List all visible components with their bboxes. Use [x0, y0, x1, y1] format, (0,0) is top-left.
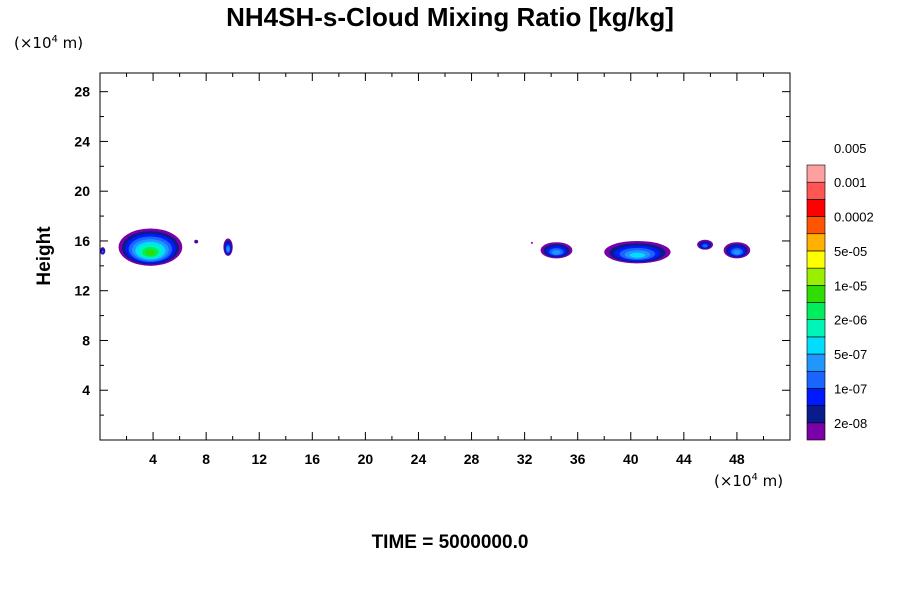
colorbar: 2e-08 1e-07 5e-07 2e-06 1e-05 5e-05 0.0002 0.00…: [806, 141, 874, 441]
colorbar-swatch: [806, 405, 826, 424]
contour-level: [101, 250, 104, 254]
colorbar-label: 1e-07: [834, 381, 867, 396]
y-tick-label: 16: [74, 233, 90, 249]
x-tick-label: 24: [411, 451, 427, 467]
contour-level: [702, 244, 708, 248]
colorbar-swatch: [806, 285, 826, 303]
colorbar-swatch: [806, 199, 826, 217]
x-tick-label: 40: [623, 451, 639, 467]
chart-title: NH4SH-s-Cloud Mixing Ratio [kg/kg]: [226, 2, 674, 32]
colorbar-swatch: [806, 319, 826, 338]
y-tick-label: 28: [74, 84, 90, 100]
colorbar-swatch: [806, 233, 826, 252]
x-tick-label: 48: [729, 451, 745, 467]
contour-level: [733, 250, 741, 255]
y-tick-label: 8: [82, 332, 90, 348]
cloud-region: [723, 242, 751, 259]
colorbar-swatch: [806, 336, 826, 355]
contour-level: [145, 249, 156, 256]
colorbar-swatch: [806, 216, 826, 235]
x-tick-label: 8: [202, 451, 210, 467]
y-tick-label: 12: [74, 283, 90, 299]
colorbar-swatch: [806, 181, 826, 200]
cloud-region: [118, 228, 183, 266]
plot-frame: [99, 72, 791, 441]
colorbar-label: 0.005: [834, 141, 867, 156]
time-label: TIME = 5000000.0: [371, 532, 529, 553]
colorbar-label: 1e-05: [834, 278, 867, 293]
x-tick-label: 44: [676, 451, 692, 467]
colorbar-swatch: [806, 422, 826, 441]
x-tick-label: 12: [251, 451, 267, 467]
x-axis: 4 8 12 16 20 24 28 32 36 40 44 48: [126, 73, 764, 467]
y-axis-unit: (×104 m): [14, 34, 84, 52]
x-tick-label: 36: [570, 451, 586, 467]
colorbar-swatch: [806, 353, 826, 372]
y-tick-label: 20: [74, 183, 90, 199]
y-tick-label: 4: [82, 382, 90, 398]
x-axis-unit: (×104 m): [714, 472, 784, 490]
x-tick-label: 20: [358, 451, 374, 467]
cloud-region: [223, 238, 233, 256]
contour-level: [552, 250, 561, 255]
x-tick-label: 16: [305, 451, 321, 467]
cloud-region: [530, 241, 533, 244]
cloud-region: [697, 239, 714, 250]
x-tick-label: 28: [464, 451, 480, 467]
contour-level: [629, 252, 646, 258]
colorbar-label: 0.001: [834, 175, 867, 190]
cloud-region: [194, 239, 199, 244]
colorbar-swatch: [806, 267, 826, 286]
x-tick-label: 4: [149, 451, 157, 467]
colorbar-swatch: [806, 250, 826, 269]
colorbar-swatch: [806, 388, 826, 406]
y-axis-label: Height: [34, 226, 55, 286]
cloud-region: [540, 242, 573, 259]
colorbar-label: 2e-06: [834, 313, 867, 328]
colorbar-swatch: [806, 370, 826, 389]
contour-level: [226, 247, 230, 252]
plot-area: [100, 228, 751, 266]
colorbar-swatch: [806, 164, 826, 183]
cloud-region: [100, 247, 106, 255]
contour-level: [530, 241, 533, 244]
colorbar-swatch: [806, 302, 826, 320]
x-tick-label: 32: [517, 451, 533, 467]
colorbar-label: 5e-07: [834, 347, 867, 362]
y-tick-label: 24: [74, 133, 90, 149]
colorbar-label: 0.0002: [834, 210, 874, 225]
y-axis: 4 8 12 16 20 24 28: [74, 84, 790, 416]
contour-level: [195, 240, 198, 243]
colorbar-label: 5e-05: [834, 244, 867, 259]
cloud-region: [604, 240, 671, 264]
colorbar-label: 2e-08: [834, 416, 867, 431]
